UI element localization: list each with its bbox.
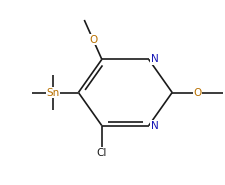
- Text: N: N: [150, 54, 157, 64]
- Text: N: N: [150, 121, 157, 131]
- Text: Sn: Sn: [46, 88, 59, 97]
- Text: Cl: Cl: [96, 148, 107, 158]
- Text: O: O: [193, 88, 201, 97]
- Text: O: O: [89, 35, 97, 45]
